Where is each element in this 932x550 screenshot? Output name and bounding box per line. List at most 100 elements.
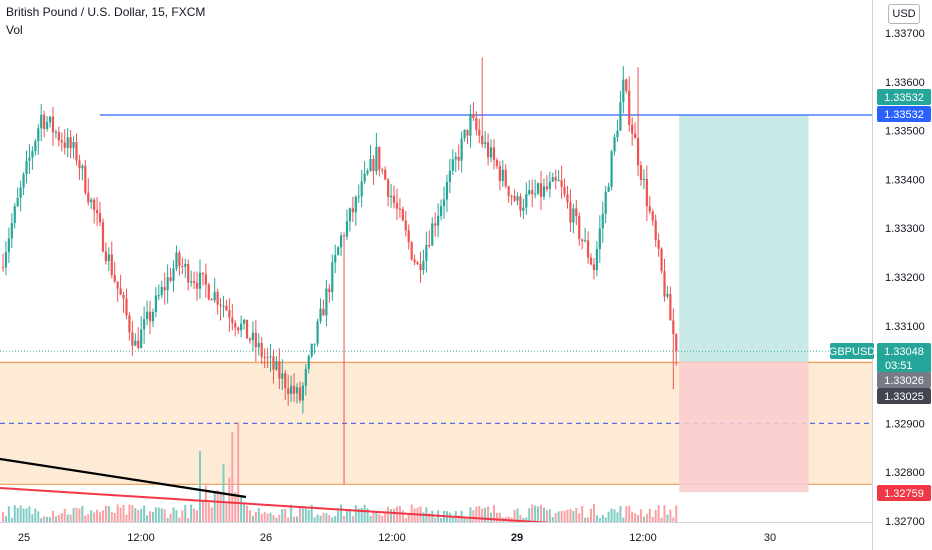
candle-body	[84, 165, 87, 193]
volume-bar	[545, 510, 548, 522]
symbol-title[interactable]: British Pound / U.S. Dollar, 15, FXCM	[6, 5, 206, 19]
candle-body	[295, 387, 299, 394]
candle-body	[616, 130, 619, 138]
volume-bar	[654, 510, 657, 522]
volume-bar	[310, 504, 313, 522]
candle-body	[625, 79, 628, 91]
candle-body	[542, 186, 546, 197]
candle-body	[240, 323, 243, 331]
candle-body	[387, 179, 390, 198]
candle-body	[22, 174, 25, 188]
candle-body	[595, 249, 598, 271]
candle-body	[281, 373, 284, 379]
candle-body	[389, 195, 393, 198]
candle-body	[331, 262, 334, 293]
candle-body	[654, 220, 657, 240]
volume-bar	[196, 510, 199, 522]
volume-bar	[551, 517, 554, 522]
candle-body	[554, 177, 557, 181]
candle-body	[366, 170, 369, 174]
candle-body	[172, 268, 175, 281]
candle-body	[198, 272, 202, 289]
volume-bar	[313, 517, 316, 522]
candle-body	[1, 267, 5, 269]
candle-body	[369, 158, 372, 171]
volume-bar	[287, 517, 290, 522]
candle-body	[428, 244, 431, 246]
time-tick-label: 29	[511, 532, 523, 544]
volume-bar	[154, 507, 157, 522]
price-tick-label: 1.33600	[885, 77, 925, 89]
volume-bar	[22, 508, 25, 522]
volume-bar	[272, 515, 275, 522]
volume-bar	[298, 507, 301, 522]
volume-bar	[378, 514, 381, 522]
volume-bar	[96, 509, 99, 522]
volume-bar	[231, 432, 234, 522]
candle-body	[607, 186, 610, 192]
candle-body	[60, 140, 63, 143]
candle-body	[63, 142, 66, 148]
candle-body	[657, 239, 660, 249]
volume-bar	[390, 509, 393, 522]
candle-body	[98, 213, 102, 223]
candle-body	[222, 305, 225, 307]
candle-body	[257, 343, 260, 348]
volume-bar	[37, 511, 40, 522]
volume-bar	[348, 509, 351, 522]
candle-body	[448, 170, 451, 182]
candle-body	[37, 128, 40, 142]
candle-body	[195, 282, 199, 289]
candle-body	[260, 343, 263, 357]
time-tick-label: 12:00	[629, 532, 657, 544]
candle-body	[498, 165, 501, 182]
time-tick-label: 12:00	[378, 532, 406, 544]
candle-body	[145, 311, 149, 320]
candle-body	[40, 114, 43, 129]
candle-body	[492, 147, 496, 161]
candle-body	[322, 308, 325, 316]
candle-body	[666, 293, 669, 297]
volume-bar	[495, 512, 498, 522]
candle-body	[137, 340, 140, 348]
volume-bar	[592, 504, 595, 522]
candle-body	[425, 244, 428, 261]
volume-bar	[619, 506, 622, 522]
volume-bar	[240, 497, 243, 522]
candle-body	[660, 248, 663, 272]
candle-body	[566, 194, 569, 203]
volume-bar	[522, 517, 525, 522]
countdown-timer: 03:51	[885, 360, 913, 372]
volume-bar	[472, 510, 475, 522]
price-label-stop	[877, 485, 931, 501]
volume-bar	[490, 512, 493, 522]
volume-bar	[243, 504, 246, 522]
candle-body	[187, 264, 190, 283]
volume-bar	[563, 510, 566, 522]
candle-body	[416, 262, 419, 265]
volume-bar	[281, 509, 284, 522]
currency-button[interactable]: USD	[888, 4, 920, 24]
volume-bar	[601, 514, 604, 522]
volume-bar	[337, 510, 340, 522]
volume-bar	[325, 513, 328, 522]
candle-body	[128, 315, 131, 333]
volume-bar	[237, 422, 240, 522]
volume-bar	[125, 514, 128, 522]
volume-bar	[251, 515, 254, 522]
volume-bar	[190, 504, 193, 522]
candle-body	[125, 298, 128, 316]
volume-bar	[213, 491, 216, 522]
candle-body	[284, 373, 287, 389]
candle-body	[431, 223, 434, 246]
candle-body	[151, 311, 155, 322]
volume-bar	[525, 517, 528, 522]
volume-bar	[540, 504, 543, 522]
candle-body	[242, 319, 246, 324]
candle-body	[134, 340, 137, 346]
volume-bar	[57, 514, 60, 522]
candle-body	[19, 187, 22, 198]
volume-bar	[151, 511, 154, 522]
candle-body	[442, 199, 446, 207]
